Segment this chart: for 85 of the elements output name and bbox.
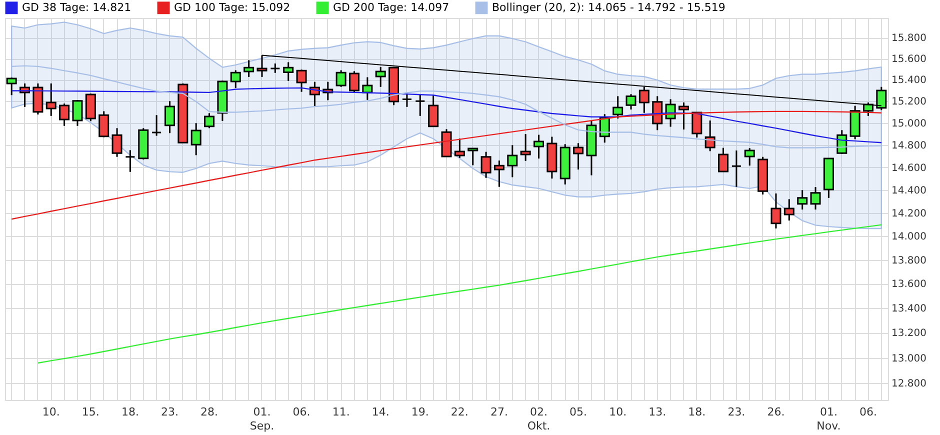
y-tick-label: 13.400	[892, 304, 926, 315]
x-tick-label: 05.	[570, 406, 588, 418]
y-tick-label: 15.600	[892, 54, 926, 66]
x-tick-label: 23.	[728, 406, 746, 418]
y-tick-label: 15.200	[892, 96, 926, 108]
candlestick	[112, 127, 122, 158]
x-tick-label: 18.	[688, 406, 706, 418]
candlestick	[98, 110, 110, 138]
candlestick	[151, 114, 162, 137]
x-tick-label: 10.	[42, 406, 60, 418]
x-tick-label: 10.	[609, 406, 627, 418]
x-tick-label: 11.	[332, 406, 350, 418]
candlestick	[770, 192, 782, 230]
y-tick-label: 14.200	[892, 208, 926, 220]
x-tick-label: 13.	[648, 406, 666, 418]
x-tick-label: 19.	[411, 406, 429, 418]
y-tick-label: 15.400	[892, 75, 926, 86]
candlestick	[244, 59, 254, 78]
candlestick	[72, 99, 83, 127]
candlestick	[414, 94, 426, 117]
candlestick	[46, 82, 56, 117]
candlestick	[375, 66, 386, 88]
x-tick-label: 01. Nov.	[816, 406, 841, 432]
legend-label: GD 100 Tage: 15.092	[174, 0, 290, 14]
x-tick-label: 01. Sep.	[250, 406, 274, 432]
legend-label: GD 200 Tage: 14.097	[333, 0, 450, 14]
x-tick-label: 06.	[292, 406, 310, 418]
candlestick	[336, 70, 346, 88]
y-tick-label: 15.800	[892, 33, 926, 44]
line-series	[37, 224, 882, 364]
y-tick-label: 13.800	[892, 255, 926, 266]
candlestick	[468, 147, 478, 166]
candlestick	[164, 100, 175, 134]
y-tick-label: 14.400	[892, 185, 926, 196]
x-tick-label: 15.	[82, 406, 100, 418]
y-tick-label: 13.000	[892, 353, 926, 364]
x-tick-label: 23.	[160, 406, 178, 418]
x-tick-label: 28.	[200, 406, 218, 418]
candlestick	[230, 70, 241, 89]
legend-label: GD 38 Tage: 14.821	[22, 0, 132, 14]
y-tick-label: 12.800	[892, 378, 926, 390]
candlestick	[428, 94, 439, 128]
x-tick-label: 14.	[372, 406, 390, 418]
candlestick	[454, 138, 465, 159]
candlestick	[270, 62, 280, 74]
x-tick-label: 26.	[767, 406, 785, 418]
candlestick	[283, 61, 294, 82]
y-tick-label: 14.800	[892, 140, 926, 152]
candlestick	[718, 147, 729, 172]
candlestick	[296, 68, 307, 93]
candlestick	[124, 149, 136, 173]
candlestick	[402, 92, 412, 108]
candlestick	[731, 150, 742, 188]
candlestick	[573, 142, 584, 170]
candlestick	[362, 76, 373, 101]
y-tick-label: 13.200	[892, 328, 926, 340]
legend-label: Bollinger (20, 2): 14.065 - 14.792 - 15.519	[492, 0, 726, 14]
x-tick-label: 27.	[490, 406, 508, 418]
candlestick	[348, 70, 360, 94]
x-tick-label: 02. Okt.	[527, 406, 550, 432]
candlestick	[204, 112, 215, 129]
x-tick-label: 18.	[121, 406, 139, 418]
candlestick	[810, 186, 821, 210]
candlestick	[652, 95, 663, 131]
candlestick	[678, 102, 689, 130]
candlestick	[480, 151, 492, 179]
candlestick	[59, 102, 70, 127]
candlestick	[626, 93, 636, 110]
x-tick-label: 22.	[450, 406, 468, 418]
candlestick	[6, 76, 17, 96]
candlestick	[494, 160, 504, 188]
candlestick	[784, 198, 794, 222]
y-tick-label: 15.000	[892, 118, 926, 130]
x-tick-label: 06.	[859, 406, 877, 418]
candlestick	[534, 134, 544, 160]
y-tick-label: 14.600	[892, 162, 926, 174]
y-tick-label: 13.600	[892, 279, 926, 290]
candlestick	[744, 147, 755, 166]
y-tick-label: 14.000	[892, 232, 926, 243]
candlestick	[797, 189, 808, 210]
candlestick	[190, 122, 202, 156]
candlestick	[507, 144, 518, 178]
candlestick	[612, 95, 624, 120]
candlestick	[520, 133, 531, 162]
candlestick	[692, 111, 702, 138]
